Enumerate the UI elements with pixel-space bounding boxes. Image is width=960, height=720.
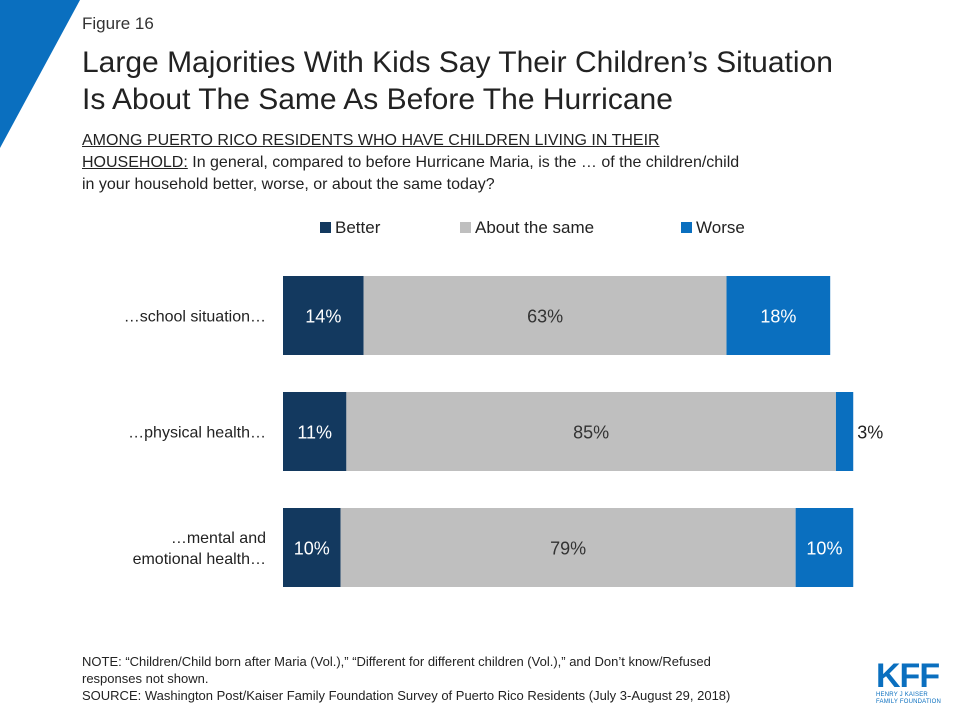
legend-item-same: About the same [460, 218, 594, 238]
bar-better-2 [283, 392, 347, 471]
bar-better-3 [283, 508, 341, 587]
legend-swatch-same [460, 222, 471, 233]
legend-label-same: About the same [475, 218, 595, 237]
legend-item-better: Better [320, 218, 380, 238]
legend-label-worse: Worse [696, 218, 745, 237]
bar-about-the-same-2 [346, 392, 836, 471]
source-line: SOURCE: Washington Post/Kaiser Family Fo… [82, 688, 731, 703]
kff-logo: KFF HENRY J KAISER FAMILY FOUNDATION [876, 657, 952, 706]
data-label-better-2: 11% [297, 423, 332, 443]
logo-mark: KFF [876, 657, 940, 695]
legend-label-better: Better [335, 218, 381, 237]
legend-swatch-worse [681, 222, 692, 233]
question-population-line-2: HOUSEHOLD: [82, 154, 188, 171]
data-label-about-the-same-3: 79% [550, 539, 586, 559]
figure-label: Figure 16 [82, 14, 154, 33]
bar-worse-3 [795, 508, 854, 587]
category-label-3-line-1: …mental and [171, 530, 266, 547]
data-label-about-the-same-2: 85% [573, 423, 609, 443]
bar-about-the-same-1 [363, 276, 727, 355]
title-line-1: Large Majorities With Kids Say Their Chi… [82, 46, 833, 79]
legend-swatch-better [320, 222, 331, 233]
legend-item-worse: Worse [681, 218, 745, 238]
logo-line-1: HENRY J KAISER [876, 692, 928, 698]
data-label-worse-2: 3% [857, 423, 883, 443]
logo-line-2: FAMILY FOUNDATION [876, 699, 942, 705]
data-label-about-the-same-1: 63% [527, 307, 563, 327]
question-line-2: HOUSEHOLD: In general, compared to befor… [82, 152, 882, 174]
question-wording: In general, compared to before Hurricane… [187, 154, 740, 171]
bar-worse-1 [726, 276, 831, 355]
data-label-worse-3: 10% [806, 539, 842, 559]
data-label-better-1: 14% [305, 307, 341, 327]
category-label-3-line-2: emotional health… [133, 551, 266, 568]
category-label-2: …physical health… [128, 425, 266, 442]
corner-accent-shape [0, 0, 80, 148]
question-line-3: in your household better, worse, or abou… [82, 176, 495, 193]
title-line-2: Is About The Same As Before The Hurrican… [82, 83, 673, 116]
category-label-1: …school situation… [124, 309, 266, 326]
bar-better-1 [283, 276, 364, 355]
page-title: Large Majorities With Kids Say Their Chi… [82, 44, 942, 118]
note-line-2: responses not shown. [82, 671, 209, 686]
question-population-line-1: AMONG PUERTO RICO RESIDENTS WHO HAVE CHI… [82, 132, 660, 149]
question-text: AMONG PUERTO RICO RESIDENTS WHO HAVE CHI… [82, 130, 882, 196]
question-line-1: AMONG PUERTO RICO RESIDENTS WHO HAVE CHI… [82, 130, 882, 152]
bar-about-the-same-3 [340, 508, 796, 587]
note-line-1: NOTE: “Children/Child born after Maria (… [82, 654, 711, 669]
data-label-worse-1: 18% [760, 307, 796, 327]
bar-worse-2 [835, 392, 854, 471]
data-label-better-3: 10% [294, 539, 330, 559]
stacked-bar-chart: …school situation… 14% 63% 18% …physical hea… [124, 276, 883, 587]
footnote: NOTE: “Children/Child born after Maria (… [82, 653, 842, 704]
